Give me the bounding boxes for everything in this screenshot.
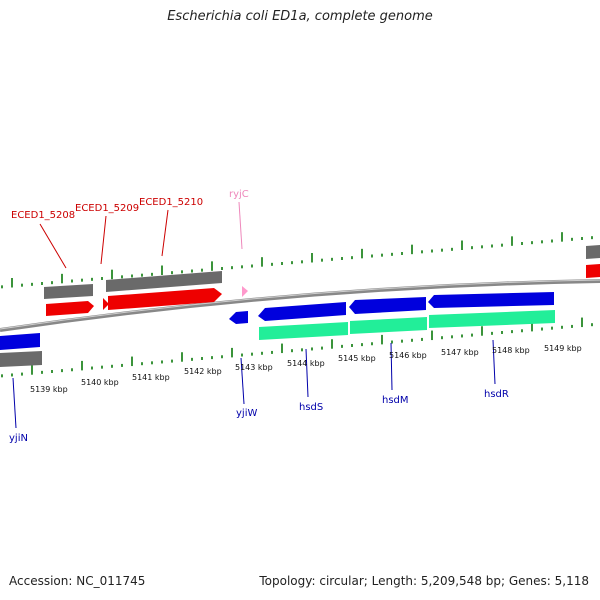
label-hsdM[interactable]: hsdM	[382, 395, 409, 406]
cds-feature-yjiW[interactable]	[229, 311, 248, 324]
leader-ECED1-5208	[39, 223, 67, 269]
leader-hsdR	[492, 339, 496, 385]
cds-feature-hsdM[interactable]	[349, 297, 426, 314]
genome-backbone	[0, 279, 600, 332]
cds-feature-hsdS[interactable]	[258, 302, 346, 321]
accession-text: Accession: NC_011745	[9, 574, 146, 588]
label-hsdR[interactable]: hsdR	[484, 389, 509, 400]
gene-feature-right-edge[interactable]	[586, 245, 600, 259]
label-hsdS[interactable]: hsdS	[299, 402, 323, 413]
gene-feature-hsdR[interactable]	[429, 310, 555, 328]
gene-feature-ECED1-5210[interactable]	[106, 271, 222, 292]
kbp-label: 5147 kbp	[441, 348, 479, 357]
genome-summary-text: Topology: circular; Length: 5,209,548 bp…	[259, 574, 589, 588]
cds-feature-hsdR[interactable]	[428, 292, 554, 308]
leader-hsdM	[390, 342, 393, 391]
kbp-label: 5143 kbp	[235, 363, 273, 372]
kbp-label: 5149 kbp	[544, 344, 582, 353]
cds-feature-right-edge[interactable]	[586, 264, 600, 278]
leader-ECED1-5209	[100, 215, 107, 265]
label-yjiN[interactable]: yjiN	[9, 433, 28, 444]
upper-tick-ruler	[1, 232, 593, 289]
gene-feature-ECED1-5208[interactable]	[44, 284, 93, 299]
kbp-label: 5145 kbp	[338, 354, 376, 363]
kbp-label: 5142 kbp	[184, 367, 222, 376]
kbp-label: 5140 kbp	[81, 378, 119, 387]
map-title: Escherichia coli ED1a, complete genome	[167, 9, 433, 24]
kbp-label: 5139 kbp	[30, 385, 68, 394]
leader-yjiN	[12, 377, 17, 429]
cds-feature-ECED1-5210[interactable]	[108, 288, 222, 310]
leader-ryjC	[238, 201, 243, 250]
kbp-label: 5148 kbp	[492, 346, 530, 355]
cds-feature-yjiN[interactable]	[0, 333, 40, 350]
kbp-label: 5141 kbp	[132, 373, 170, 382]
label-ECED1-5209[interactable]: ECED1_5209	[75, 203, 139, 214]
gene-feature-hsdM[interactable]	[350, 317, 427, 334]
kbp-scale-labels: 5139 kbp 5140 kbp 5141 kbp 5142 kbp 5143…	[30, 344, 582, 394]
leader-hsdS	[305, 348, 309, 398]
gene-feature-hsdS[interactable]	[259, 322, 348, 340]
label-ryjC[interactable]: ryjC	[229, 189, 249, 200]
label-ECED1-5208[interactable]: ECED1_5208	[11, 210, 75, 221]
leader-ECED1-5210	[161, 209, 169, 257]
kbp-label: 5144 kbp	[287, 359, 325, 368]
leader-yjiW	[240, 357, 245, 405]
label-yjiW[interactable]: yjiW	[236, 408, 257, 419]
kbp-label: 5146 kbp	[389, 351, 427, 360]
cds-feature-ECED1-5209[interactable]	[103, 298, 109, 310]
genome-backbone-highlight	[0, 279, 600, 330]
lower-tick-ruler	[1, 317, 593, 378]
gene-feature-yjiN[interactable]	[0, 351, 42, 367]
label-ECED1-5210[interactable]: ECED1_5210	[139, 197, 203, 208]
cds-feature-ECED1-5208[interactable]	[46, 301, 94, 316]
rna-feature-ryjC[interactable]	[242, 286, 248, 297]
